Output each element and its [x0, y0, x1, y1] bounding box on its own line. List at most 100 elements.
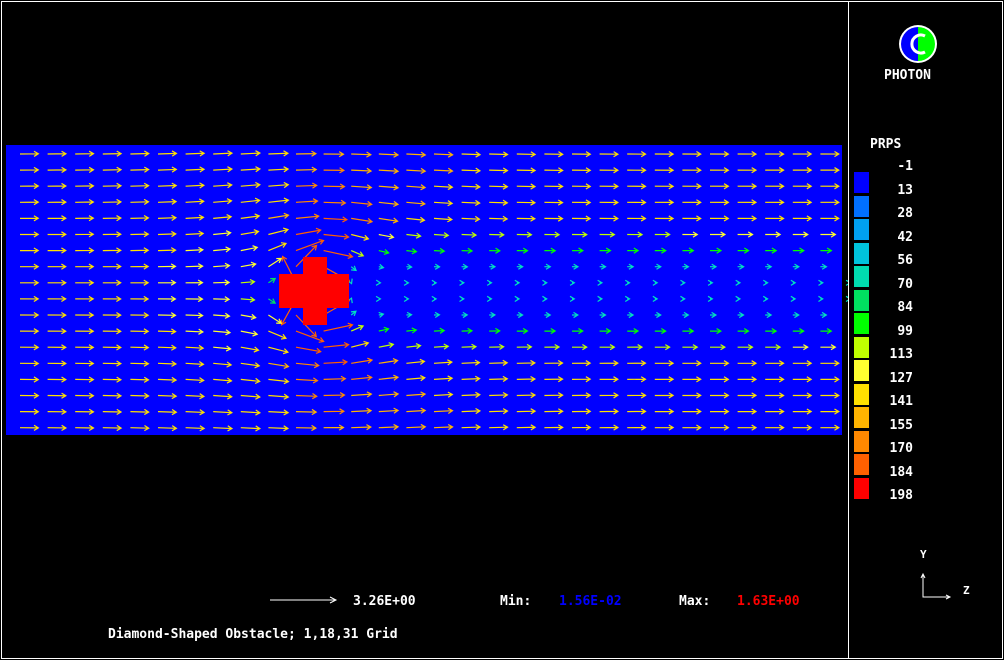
velocity-vector — [544, 343, 561, 351]
vector-plot[interactable] — [0, 0, 848, 660]
velocity-vector — [461, 424, 482, 431]
velocity-vector — [599, 183, 620, 190]
velocity-vector — [461, 167, 482, 174]
velocity-vector — [433, 247, 446, 255]
velocity-vector — [406, 151, 427, 158]
velocity-vector — [571, 151, 592, 158]
velocity-vector — [571, 327, 584, 335]
obstacle — [279, 257, 349, 325]
velocity-vector — [820, 392, 840, 399]
velocity-vector — [240, 362, 261, 369]
velocity-vector — [19, 424, 40, 431]
velocity-vector — [599, 392, 620, 399]
velocity-vector — [213, 409, 234, 416]
velocity-vector — [765, 199, 785, 206]
velocity-vector — [406, 327, 418, 334]
velocity-vector — [820, 263, 828, 270]
velocity-vector — [433, 183, 454, 191]
velocity-vector — [627, 215, 647, 222]
velocity-vector — [489, 375, 509, 383]
legend-swatch — [854, 407, 869, 428]
velocity-vector — [461, 263, 469, 270]
velocity-vector — [323, 216, 349, 223]
velocity-vector — [682, 167, 702, 174]
legend-swatch — [854, 313, 869, 334]
velocity-vector — [323, 322, 354, 332]
velocity-vector — [486, 295, 493, 302]
velocity-vector — [709, 247, 723, 254]
velocity-vector — [213, 425, 234, 432]
velocity-vector — [599, 231, 616, 238]
velocity-vector — [47, 263, 67, 270]
velocity-vector — [240, 229, 260, 236]
velocity-vector — [213, 361, 233, 368]
velocity-vector — [240, 425, 262, 432]
velocity-vector — [433, 311, 441, 319]
velocity-vector — [378, 311, 385, 318]
velocity-vector — [130, 263, 150, 270]
velocity-vector — [130, 214, 150, 222]
velocity-vector — [489, 311, 497, 319]
velocity-vector — [627, 376, 647, 383]
velocity-vector — [489, 247, 501, 254]
velocity-vector — [378, 263, 385, 270]
velocity-vector — [489, 199, 509, 206]
velocity-vector — [516, 231, 533, 238]
velocity-vector — [75, 408, 95, 415]
reference-vector-arrow — [270, 596, 338, 604]
velocity-vector — [544, 263, 552, 270]
velocity-vector — [820, 360, 840, 367]
velocity-vector — [762, 279, 769, 286]
velocity-vector — [514, 295, 521, 302]
velocity-vector — [709, 376, 730, 383]
velocity-vector — [240, 166, 262, 173]
velocity-vector — [654, 408, 675, 415]
velocity-vector — [295, 198, 319, 205]
velocity-vector — [542, 279, 548, 286]
velocity-vector — [820, 215, 840, 222]
velocity-vector — [19, 392, 40, 399]
velocity-vector — [461, 311, 469, 319]
velocity-vector — [350, 265, 358, 272]
velocity-vector — [516, 424, 537, 431]
velocity-vector — [102, 424, 123, 432]
velocity-vector — [544, 151, 564, 158]
velocity-vector — [571, 408, 592, 415]
velocity-vector — [75, 198, 95, 206]
velocity-vector — [351, 357, 374, 364]
velocity-vector — [130, 392, 150, 399]
velocity-vector — [406, 184, 427, 191]
velocity-vector — [792, 311, 800, 319]
velocity-vector — [295, 213, 320, 220]
velocity-vector — [544, 311, 552, 319]
velocity-vector — [75, 328, 95, 335]
velocity-vector — [295, 408, 318, 416]
velocity-vector — [295, 377, 319, 384]
velocity-vector — [102, 166, 123, 173]
legend-label: 56 — [897, 253, 913, 268]
velocity-vector — [599, 376, 619, 383]
velocity-vector — [47, 166, 68, 174]
velocity-vector — [680, 295, 686, 302]
velocity-vector — [599, 167, 620, 174]
velocity-vector — [403, 279, 410, 286]
velocity-vector — [47, 424, 68, 431]
velocity-vector — [459, 295, 465, 302]
velocity-vector — [737, 263, 745, 270]
velocity-vector — [185, 425, 206, 432]
velocity-vector — [19, 295, 40, 303]
legend-label: 198 — [889, 488, 913, 503]
legend-swatch — [854, 430, 869, 452]
legend-swatch — [854, 360, 869, 381]
velocity-vector — [406, 200, 426, 207]
velocity-vector — [599, 199, 619, 206]
velocity-vector — [240, 313, 257, 321]
velocity-vector — [627, 360, 647, 367]
velocity-vector — [213, 377, 233, 384]
velocity-vector — [47, 182, 67, 190]
velocity-vector — [627, 392, 647, 399]
velocity-vector — [765, 183, 785, 190]
velocity-vector — [351, 407, 373, 414]
velocity-vector — [489, 327, 501, 335]
velocity-vector — [130, 150, 150, 157]
